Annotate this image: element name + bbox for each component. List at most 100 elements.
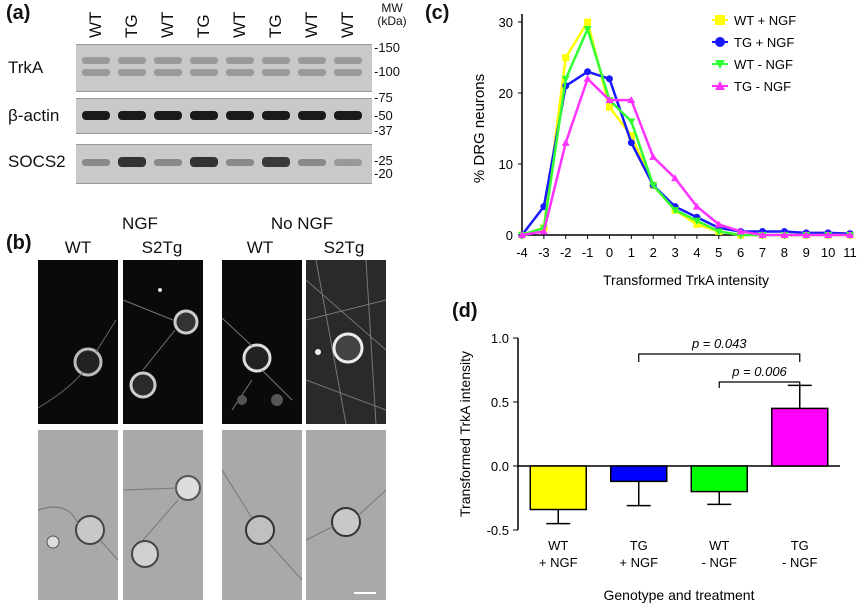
blot-actin-bands xyxy=(82,111,362,120)
panel-a-label: (a) xyxy=(6,2,31,24)
lane-label-5: WT xyxy=(230,11,249,38)
y-tick-label: -0.5 xyxy=(487,523,509,538)
blot-name-actin: β-actin xyxy=(8,106,60,125)
x-tick-label: -3 xyxy=(538,245,550,260)
col-wt-nongf: WT xyxy=(246,238,274,257)
brightfield-image-wt-ngf xyxy=(37,430,119,600)
category-label-line2: + NGF xyxy=(619,555,658,570)
data-point xyxy=(605,103,613,111)
marker-20: -20 xyxy=(374,166,393,181)
blot-trka-bands xyxy=(82,57,362,76)
significance-bracket-2 xyxy=(718,381,801,388)
blot-socs2 xyxy=(76,144,372,184)
kda-label: (kDa) xyxy=(377,14,407,28)
fluor-image-s2tg-ngf xyxy=(122,260,203,424)
category-label-line1: WT xyxy=(709,538,729,553)
data-point xyxy=(584,18,592,26)
x-tick-label: 5 xyxy=(715,245,722,260)
x-tick-label: 2 xyxy=(650,245,657,260)
data-point xyxy=(692,217,701,225)
blot-actin xyxy=(76,98,372,134)
data-point xyxy=(561,75,570,83)
bar-1 xyxy=(529,465,587,511)
mw-header: MW (kDa) xyxy=(372,2,412,28)
legend-marker xyxy=(715,60,725,69)
data-point xyxy=(736,227,745,235)
marker-100: -100 xyxy=(374,64,401,79)
legend-label: TG - NGF xyxy=(734,79,791,94)
legend-label: WT + NGF xyxy=(734,13,796,28)
x-tick-label: 3 xyxy=(671,245,678,260)
data-point xyxy=(649,182,658,190)
data-point xyxy=(583,26,592,34)
group-no-ngf: No NGF xyxy=(270,214,334,233)
data-point xyxy=(605,96,614,104)
y-tick-label: 10 xyxy=(499,157,513,172)
data-point xyxy=(627,139,635,147)
marker-50: -50 xyxy=(374,108,393,123)
data-point xyxy=(561,138,570,146)
y-axis-title: % DRG neurons xyxy=(471,74,488,183)
y-tick-label: 0 xyxy=(506,228,513,243)
mw-label: MW xyxy=(381,1,403,15)
x-axis-title: Genotype and treatment xyxy=(604,587,755,603)
panel-d-label: (d) xyxy=(452,300,478,322)
x-tick-label: -1 xyxy=(582,245,594,260)
legend-label: WT - NGF xyxy=(734,57,793,72)
y-tick-label: 30 xyxy=(499,15,513,30)
blot-trka xyxy=(76,44,372,92)
y-tick-label: 20 xyxy=(499,86,513,101)
blot-name-trka: TrkA xyxy=(8,58,44,77)
data-point xyxy=(824,231,833,238)
lane-label-2: TG xyxy=(122,14,141,38)
x-tick-label: 9 xyxy=(803,245,810,260)
data-point xyxy=(714,228,723,236)
data-point xyxy=(846,231,854,238)
category-label-line1: WT xyxy=(548,538,568,553)
x-tick-label: -4 xyxy=(516,245,528,260)
legend-marker xyxy=(715,37,725,47)
data-point xyxy=(692,202,701,210)
lane-label-3: WT xyxy=(158,11,177,38)
data-point xyxy=(649,152,658,160)
y-tick-label: 0.0 xyxy=(491,459,509,474)
category-label-line1: TG xyxy=(791,538,809,553)
blot-socs2-bands xyxy=(82,157,362,167)
data-point xyxy=(539,227,548,235)
category-label-line2: - NGF xyxy=(702,555,737,570)
data-point xyxy=(627,132,635,140)
series-line-3 xyxy=(521,25,850,237)
p-value-1: p = 0.043 xyxy=(691,336,747,351)
scale-bar xyxy=(354,592,376,594)
group-ngf: NGF xyxy=(122,214,158,233)
lane-label-6: TG xyxy=(266,14,285,38)
bar-2 xyxy=(610,465,668,483)
line-chart: -4 -3 -2 -1 0 1 2 3 4 5 6 7 8 9 10 110102030Transformed… xyxy=(471,13,857,288)
panel-c-label: (c) xyxy=(425,2,450,24)
bar-3 xyxy=(690,465,748,493)
data-point xyxy=(584,68,592,76)
category-label-line1: TG xyxy=(630,538,648,553)
x-tick-label: 8 xyxy=(781,245,788,260)
bar-4 xyxy=(771,407,829,467)
series-line-4 xyxy=(521,76,850,237)
x-tick-label: -2 xyxy=(560,245,572,260)
marker-75: -75 xyxy=(374,90,393,105)
marker-25: -25 xyxy=(374,153,393,168)
x-tick-label: 1 xyxy=(628,245,635,260)
brightfield-image-s2tg-ngf xyxy=(122,430,203,600)
lane-label-7: WT xyxy=(302,11,321,38)
lane-label-4: TG xyxy=(194,14,213,38)
data-point xyxy=(802,231,811,238)
y-axis-title: Transformed TrkA intensity xyxy=(457,351,473,517)
p-value-2: p = 0.006 xyxy=(731,364,787,379)
y-tick-label: 0.5 xyxy=(491,395,509,410)
legend-marker xyxy=(715,15,725,25)
x-tick-label: 0 xyxy=(606,245,613,260)
data-point xyxy=(627,96,636,104)
data-point xyxy=(627,118,636,126)
marker-37: -37 xyxy=(374,123,393,138)
y-tick-label: 1.0 xyxy=(491,331,509,346)
brightfield-image-wt-nongf xyxy=(221,430,303,600)
data-point xyxy=(605,75,613,83)
